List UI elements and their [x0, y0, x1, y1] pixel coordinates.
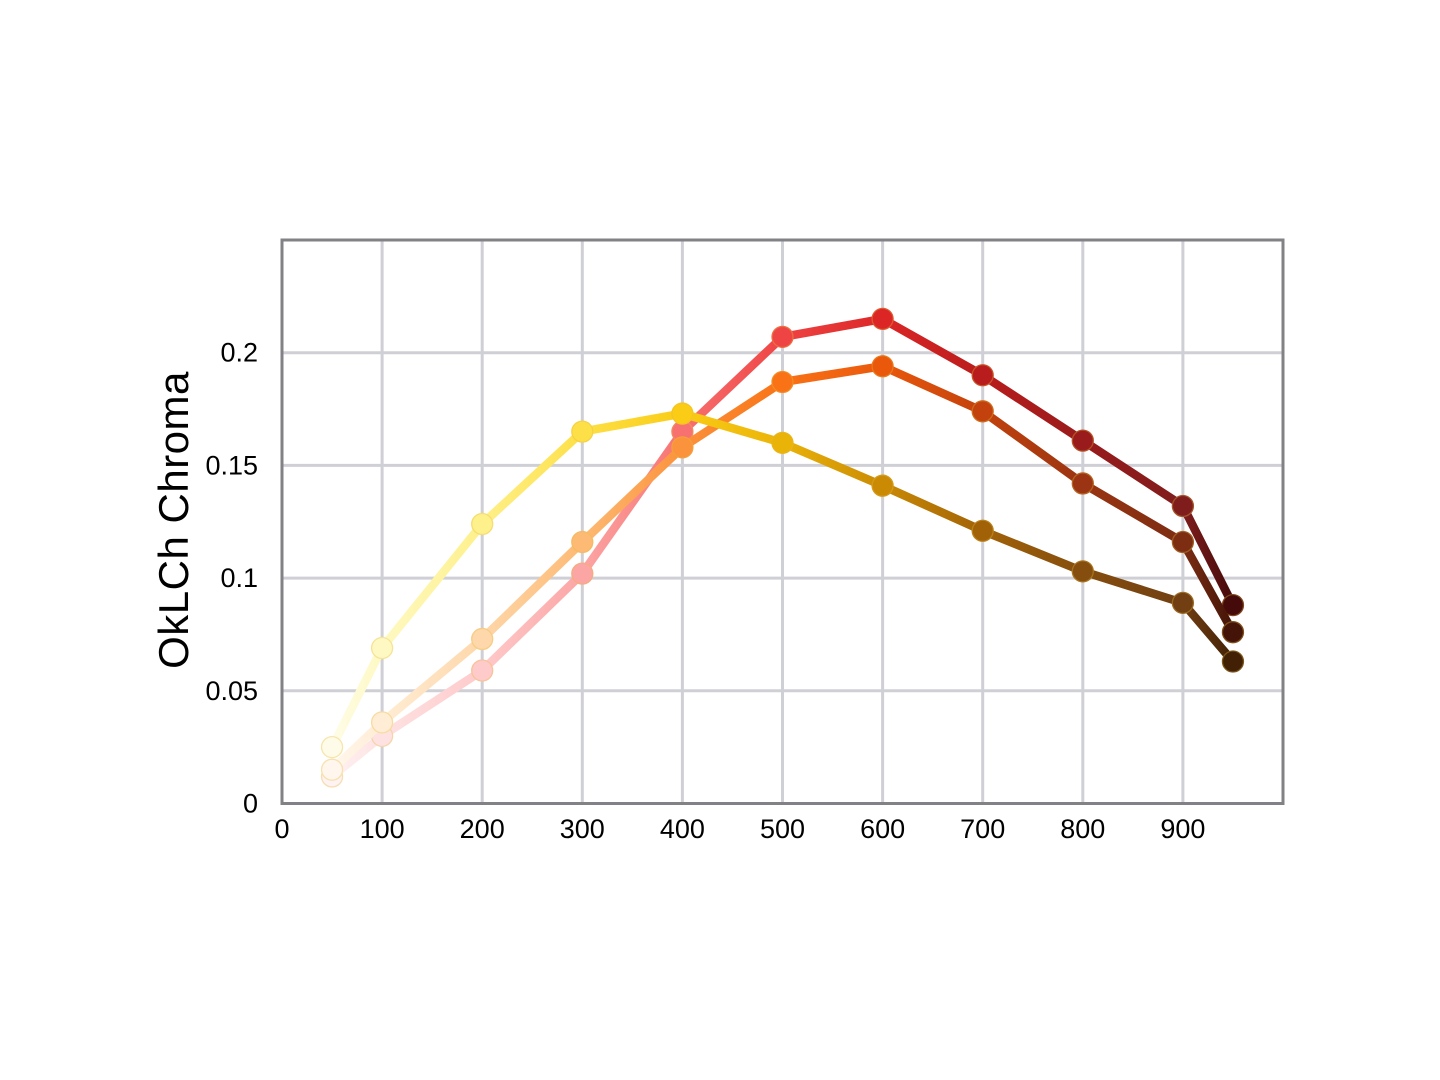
data-point-yellow-950: [1221, 650, 1245, 673]
x-tick-label: 100: [360, 814, 405, 844]
y-axis-title: OkLCh Chroma: [150, 371, 197, 669]
data-point-yellow-200: [471, 512, 494, 536]
data-point-yellow-900: [1171, 591, 1195, 615]
data-point-red-200: [471, 659, 494, 682]
data-point-red-900: [1171, 494, 1195, 518]
x-tick-label: 700: [960, 814, 1005, 844]
data-point-orange-300: [571, 530, 594, 554]
x-tick-label: 0: [274, 814, 289, 844]
data-point-yellow-600: [871, 474, 894, 497]
data-point-orange-950: [1221, 621, 1245, 644]
plot-border: [280, 238, 1285, 805]
y-tick-label: 0.1: [220, 563, 258, 593]
data-point-yellow-800: [1071, 560, 1094, 583]
y-tick-label: 0: [243, 789, 258, 819]
data-point-orange-400: [671, 436, 694, 459]
data-point-yellow-100: [370, 636, 394, 660]
data-point-orange-800: [1071, 472, 1094, 495]
x-tick-label: 900: [1160, 814, 1205, 844]
data-point-orange-200: [471, 627, 494, 651]
x-tick-label: 800: [1060, 814, 1105, 844]
data-point-yellow-400: [671, 402, 694, 425]
y-tick-label: 0.2: [220, 338, 258, 368]
data-point-yellow-300: [571, 420, 594, 443]
data-point-orange-700: [971, 400, 994, 423]
data-point-red-300: [571, 562, 594, 585]
data-point-red-600: [871, 307, 894, 331]
data-point-orange-900: [1171, 530, 1195, 554]
data-point-orange-600: [871, 355, 894, 378]
data-point-red-700: [971, 364, 994, 387]
data-point-orange-50: [320, 758, 344, 781]
x-tick-label: 600: [860, 814, 905, 844]
y-tick-label: 0.15: [205, 450, 258, 480]
data-point-yellow-700: [971, 519, 994, 542]
x-tick-label: 200: [460, 814, 505, 844]
data-point-orange-100: [370, 711, 394, 734]
x-tick-label: 400: [660, 814, 705, 844]
data-point-yellow-50: [320, 736, 344, 759]
data-point-red-500: [771, 325, 794, 349]
data-point-yellow-500: [771, 431, 794, 455]
data-point-red-800: [1071, 429, 1094, 452]
data-point-orange-500: [771, 370, 794, 394]
x-tick-label: 500: [760, 814, 805, 844]
x-tick-label: 300: [560, 814, 605, 844]
y-tick-label: 0.05: [205, 676, 258, 706]
